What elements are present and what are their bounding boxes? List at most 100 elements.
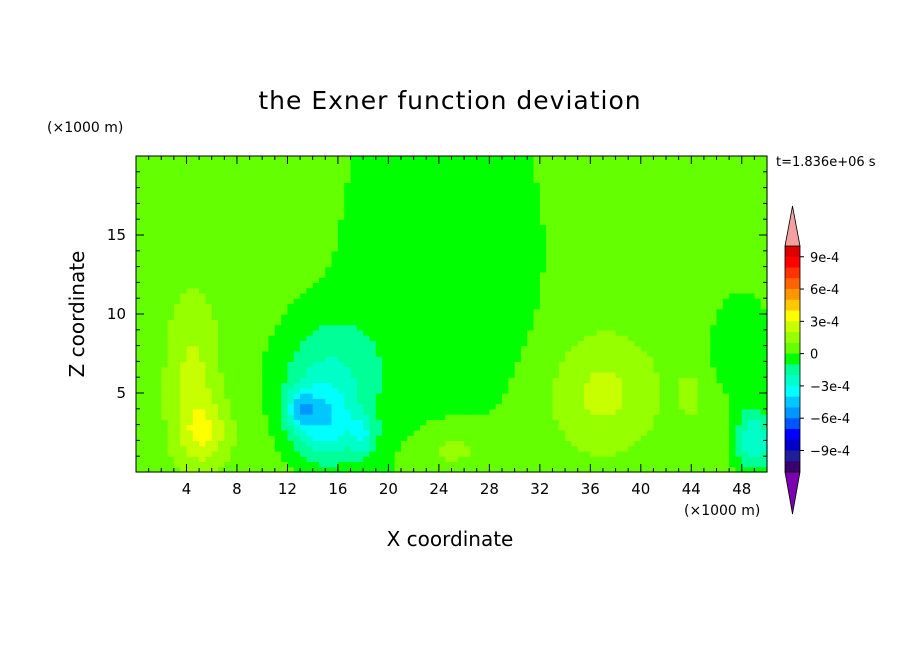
- field-cell: [678, 224, 686, 231]
- field-cell: [243, 213, 251, 220]
- field-cell: [419, 303, 427, 310]
- field-cell: [457, 308, 465, 315]
- field-cell: [255, 340, 263, 347]
- field-cell: [483, 271, 490, 278]
- field-cell: [533, 461, 541, 468]
- field-cell: [388, 314, 396, 320]
- field-cell: [394, 256, 402, 262]
- field-cell: [136, 461, 143, 468]
- field-cell: [388, 456, 396, 463]
- field-cell: [230, 261, 238, 268]
- field-cell: [729, 282, 737, 289]
- field-cell: [401, 393, 408, 399]
- field-cell: [154, 398, 162, 405]
- field-cell: [659, 229, 667, 236]
- field-cell: [558, 366, 566, 373]
- field-cell: [590, 324, 598, 331]
- field-cell: [249, 366, 257, 373]
- field-cell: [602, 366, 610, 373]
- field-cell: [653, 335, 661, 341]
- field-cell: [255, 461, 263, 468]
- field-cell: [760, 371, 768, 378]
- field-cell: [224, 277, 232, 283]
- field-cell: [647, 461, 655, 468]
- field-cell: [634, 245, 642, 252]
- field-cell: [344, 303, 352, 310]
- field-cell: [426, 298, 434, 305]
- field-cell: [577, 261, 585, 268]
- field-cell: [344, 219, 352, 226]
- field-cell: [533, 224, 541, 231]
- field-cell: [211, 282, 219, 289]
- field-cell: [331, 329, 339, 336]
- field-cell: [539, 350, 547, 357]
- field-cell: [432, 340, 440, 347]
- field-cell: [293, 277, 301, 283]
- field-cell: [300, 398, 307, 405]
- field-cell: [539, 450, 547, 457]
- field-cell: [577, 361, 585, 368]
- field-cell: [476, 408, 484, 415]
- field-cell: [173, 245, 181, 252]
- field-cell: [161, 298, 169, 305]
- field-cell: [697, 266, 705, 273]
- field-cell: [520, 440, 528, 447]
- field-cell: [394, 387, 402, 394]
- field-cell: [180, 219, 188, 226]
- field-cell: [514, 324, 522, 331]
- field-cell: [451, 450, 459, 457]
- field-cell: [394, 287, 402, 294]
- field-cell: [293, 229, 301, 236]
- field-cell: [684, 345, 692, 352]
- field-cell: [710, 350, 718, 357]
- field-cell: [180, 377, 188, 384]
- field-cell: [710, 303, 718, 310]
- field-cell: [382, 429, 389, 436]
- field-cell: [293, 208, 301, 215]
- field-cell: [432, 424, 440, 431]
- field-cell: [426, 292, 434, 299]
- field-cell: [281, 335, 289, 341]
- field-cell: [136, 287, 143, 294]
- field-cell: [590, 377, 598, 384]
- field-cell: [394, 350, 402, 357]
- field-cell: [508, 219, 516, 226]
- field-cell: [748, 424, 755, 431]
- field-cell: [142, 308, 150, 315]
- field-cell: [325, 456, 333, 463]
- field-cell: [520, 308, 528, 315]
- field-cell: [514, 224, 522, 231]
- field-cell: [161, 361, 169, 368]
- field-cell: [691, 308, 699, 315]
- field-cell: [192, 371, 200, 378]
- field-cell: [318, 256, 326, 262]
- field-cell: [388, 308, 396, 315]
- field-cell: [287, 419, 295, 426]
- field-cell: [306, 466, 314, 473]
- field-cell: [571, 219, 579, 226]
- field-cell: [659, 456, 667, 463]
- field-cell: [621, 213, 629, 220]
- field-cell: [426, 393, 434, 399]
- field-cell: [741, 245, 749, 252]
- field-cell: [565, 303, 572, 310]
- field-cell: [577, 287, 585, 294]
- field-cell: [495, 414, 503, 420]
- field-cell: [312, 356, 320, 362]
- field-cell: [356, 324, 364, 331]
- field-cell: [180, 424, 188, 431]
- field-cell: [754, 382, 762, 389]
- field-cell: [565, 292, 572, 299]
- field-cell: [306, 414, 314, 420]
- field-cell: [546, 456, 554, 463]
- field-cell: [615, 424, 623, 431]
- field-cell: [666, 466, 673, 473]
- field-cell: [678, 387, 686, 394]
- field-cell: [432, 398, 440, 405]
- field-cell: [382, 266, 389, 273]
- field-cell: [413, 371, 421, 378]
- field-cell: [318, 282, 326, 289]
- field-cell: [350, 303, 358, 310]
- field-cell: [255, 256, 263, 262]
- field-cell: [577, 324, 585, 331]
